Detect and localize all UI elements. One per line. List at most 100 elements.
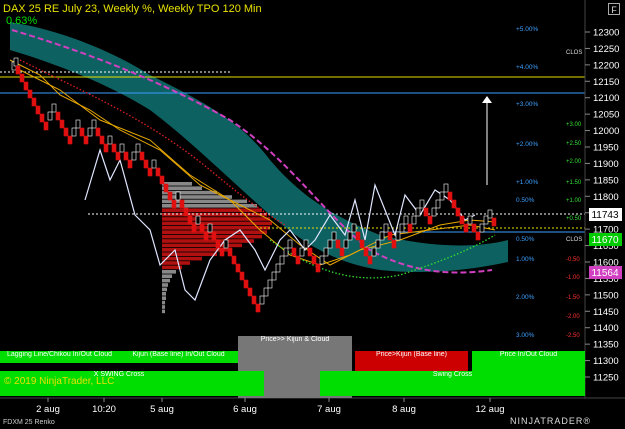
renko-brick: [287, 239, 293, 249]
weekly-pct-label: 3.00%: [516, 332, 535, 339]
renko-brick: [299, 247, 305, 257]
daily-pct-label: +2.50: [566, 141, 582, 147]
renko-bricks: [11, 57, 497, 313]
copyright: © 2019 NinjaTrader, LLC: [4, 376, 115, 387]
renko-brick: [367, 255, 373, 265]
tpo-bar: [162, 248, 232, 252]
renko-brick: [419, 199, 425, 209]
tpo-bar: [162, 182, 192, 186]
weekly-pct-axis: +5.00% +4.00% +3.00% +2.00% +1.00% 0.50% 0.50%…: [516, 26, 582, 339]
renko-brick: [359, 239, 365, 249]
tpo-bar: [162, 296, 166, 300]
renko-brick: [39, 113, 45, 123]
tenkan-line: [19, 69, 496, 266]
tpo-bar: [162, 274, 172, 278]
renko-brick: [251, 295, 257, 305]
renko-brick: [363, 247, 369, 257]
renko-brick: [123, 151, 129, 161]
renko-brick: [55, 111, 61, 121]
renko-brick: [407, 223, 413, 233]
renko-brick: [63, 127, 69, 137]
tpo-bar: [162, 195, 232, 199]
tpo-bar: [162, 239, 254, 243]
price-tick-label: 12100: [593, 93, 619, 104]
ninjatrader-logo: NINJATRADER®: [510, 416, 591, 426]
renko-brick: [255, 303, 261, 313]
renko-brick: [43, 121, 49, 131]
tpo-bar: [162, 305, 165, 309]
price-tick-label: 11350: [593, 340, 619, 351]
price-tick-label: 12150: [593, 77, 619, 88]
renko-brick: [403, 215, 409, 225]
renko-brick: [219, 247, 225, 257]
renko-brick: [487, 209, 493, 219]
signal-lagging-cloud: Lagging Line/Chikou In/Out Cloud: [0, 351, 119, 363]
renko-brick: [327, 239, 333, 249]
tpo-bar: [162, 190, 217, 195]
tpo-bar: [162, 243, 242, 248]
price-tick-label: 11700: [593, 225, 619, 236]
renko-brick: [171, 199, 177, 209]
tpo-bar: [162, 309, 165, 314]
time-tick-label: 5 aug: [150, 404, 174, 415]
daily-pct-label: +3.00: [566, 122, 582, 128]
renko-brick: [479, 223, 485, 233]
price-axis[interactable]: 12300 12250 12200 12150 12100 12050 12000 11950…: [585, 28, 619, 384]
tpo-bar: [162, 265, 182, 270]
tpo-bar: [162, 270, 176, 274]
renko-brick: [263, 287, 269, 297]
renko-brick: [315, 263, 321, 273]
renko-brick: [267, 279, 273, 289]
renko-brick: [115, 151, 121, 161]
renko-brick: [455, 207, 461, 217]
renko-brick: [355, 231, 361, 241]
renko-brick: [211, 231, 217, 241]
renko-brick: [27, 89, 33, 99]
price-tick-label: 11300: [593, 356, 619, 367]
signal-row2-mid-green: [238, 371, 264, 396]
daily-pct-label: +2.00: [566, 159, 582, 165]
renko-brick: [215, 239, 221, 249]
renko-brick: [279, 255, 285, 265]
price-tick-label: 11250: [593, 373, 619, 384]
renko-brick: [435, 199, 441, 209]
time-tick-label: 12 aug: [475, 404, 504, 415]
renko-brick: [463, 223, 469, 233]
renko-brick: [79, 127, 85, 137]
price-tick-label: 12000: [593, 126, 619, 137]
renko-brick: [99, 135, 105, 145]
renko-brick: [195, 215, 201, 225]
renko-brick: [395, 231, 401, 241]
time-tick-label: 8 aug: [392, 404, 416, 415]
daily-pct-label: -1.00: [566, 275, 580, 281]
signal-kijun-cloud: Kijun (Base line) In/Out Cloud: [119, 351, 238, 363]
renko-brick: [427, 215, 433, 225]
price-tick-label: 11600: [593, 258, 619, 269]
tpo-bar: [162, 252, 217, 256]
price-tick-label: 12250: [593, 44, 619, 55]
renko-brick: [235, 263, 241, 273]
renko-brick: [375, 239, 381, 249]
svg-text:11564: 11564: [591, 268, 619, 279]
renko-brick: [343, 239, 349, 249]
weekly-pct-label: +4.00%: [516, 64, 538, 71]
renko-brick: [447, 191, 453, 201]
renko-brick: [323, 247, 329, 257]
renko-brick: [51, 103, 57, 113]
tenkan-price-badge: 11564: [589, 266, 622, 279]
renko-brick: [243, 279, 249, 289]
weekly-close-label: CLOS: [566, 237, 582, 243]
renko-brick: [451, 199, 457, 209]
renko-brick: [67, 135, 73, 145]
time-axis[interactable]: 2 aug 10:20 5 aug 6 aug 7 aug 8 aug 12 aug: [36, 398, 505, 415]
change-percent: 0.63%: [6, 15, 38, 27]
renko-brick: [187, 215, 193, 225]
maximize-icon[interactable]: F: [608, 3, 620, 15]
renko-brick: [59, 119, 65, 129]
renko-brick: [423, 207, 429, 217]
renko-brick: [179, 199, 185, 209]
chart-title: DAX 25 RE July 23, Weekly %, Weekly TPO …: [3, 3, 262, 15]
renko-brick: [159, 175, 165, 185]
price-tick-label: 11650: [593, 241, 619, 252]
